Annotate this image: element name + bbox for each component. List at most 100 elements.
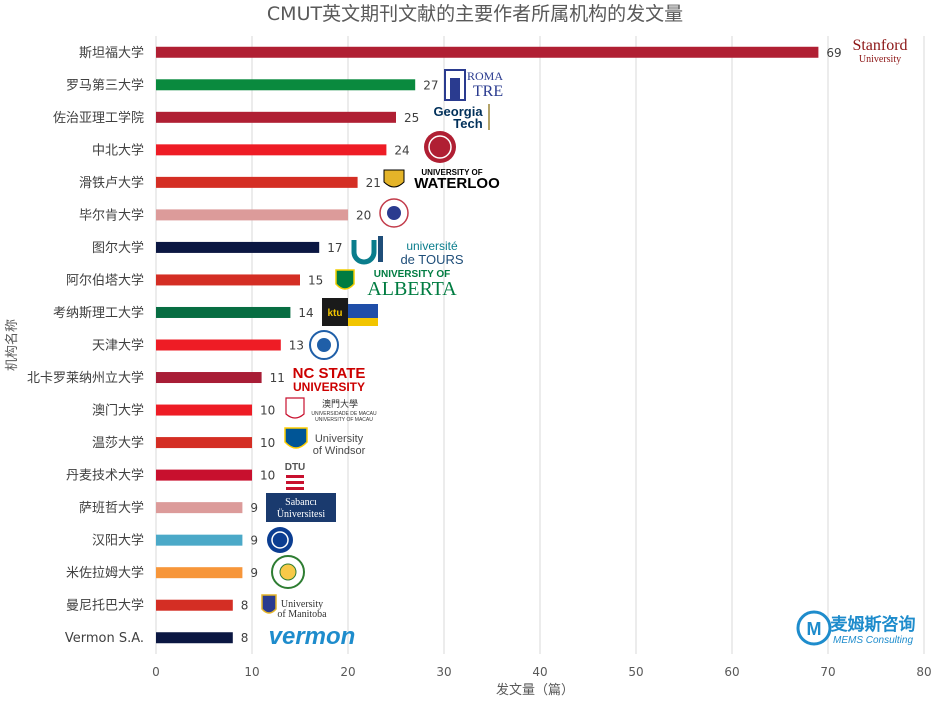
- data-label-2: 25: [404, 111, 419, 125]
- data-label-5: 20: [356, 208, 371, 222]
- bar-10: [156, 372, 262, 384]
- svg-text:Stanford: Stanford: [852, 37, 907, 54]
- mems-consulting-watermark: M 麦姆斯咨询 MEMS Consulting: [796, 610, 916, 646]
- bar-0: [156, 46, 819, 58]
- svg-text:澳門大學: 澳門大學: [322, 398, 358, 410]
- vermon-logo: vermon: [269, 623, 356, 650]
- alberta-logo: UNIVERSITY OF ALBERTA: [335, 269, 457, 300]
- x-tick-label-40: 40: [532, 665, 547, 679]
- bar-5: [156, 209, 348, 221]
- category-label-11: 澳门大学: [92, 403, 144, 419]
- bar-11: [156, 404, 252, 416]
- svg-text:Sabancı: Sabancı: [285, 497, 317, 508]
- x-axis-label: 发文量（篇）: [496, 682, 574, 698]
- bar-1: [156, 79, 416, 91]
- svg-text:UNIVERSITY OF: UNIVERSITY OF: [421, 168, 482, 177]
- hanyang-logo: [267, 527, 293, 553]
- data-label-6: 17: [327, 241, 342, 255]
- nuc-logo: [424, 131, 456, 163]
- waterloo-logo: UNIVERSITY OF WATERLOO: [383, 168, 500, 192]
- data-label-9: 13: [289, 339, 304, 353]
- svg-text:ALBERTA: ALBERTA: [367, 278, 457, 300]
- data-label-8: 14: [298, 306, 313, 320]
- x-tick-label-0: 0: [152, 665, 160, 679]
- windsor-logo: University of Windsor: [284, 427, 366, 457]
- category-label-15: 汉阳大学: [92, 533, 144, 549]
- category-label-14: 萨班哲大学: [79, 500, 144, 516]
- x-tick-label-20: 20: [340, 665, 355, 679]
- svg-text:Georgia: Georgia: [433, 104, 483, 119]
- svg-text:université: université: [406, 239, 458, 253]
- tours-logo: université de TOURS: [351, 236, 464, 267]
- sabanci-logo: Sabancı Üniversitesi: [266, 493, 336, 522]
- data-label-18: 8: [241, 631, 249, 645]
- data-label-10: 11: [270, 371, 285, 385]
- data-label-14: 9: [250, 501, 258, 515]
- category-label-1: 罗马第三大学: [66, 77, 144, 93]
- georgia-tech-logo: Georgia Tech: [433, 104, 490, 131]
- data-label-13: 10: [260, 469, 275, 483]
- data-label-17: 8: [241, 599, 249, 613]
- data-label-15: 9: [250, 534, 258, 548]
- svg-text:University: University: [859, 54, 901, 65]
- svg-text:UNIVERSITY OF: UNIVERSITY OF: [374, 269, 451, 280]
- category-label-6: 图尔大学: [92, 240, 144, 256]
- data-label-1: 27: [423, 78, 438, 92]
- data-label-12: 10: [260, 436, 275, 450]
- bilkent-logo: [379, 198, 409, 228]
- data-label-3: 24: [394, 143, 409, 157]
- category-label-3: 中北大学: [92, 142, 144, 158]
- category-labels: 斯坦福大学罗马第三大学佐治亚理工学院中北大学滑铁卢大学毕尔肯大学图尔大学阿尔伯塔…: [27, 45, 144, 646]
- bar-7: [156, 274, 300, 286]
- roma-tre-logo: ROMA TRE: [444, 69, 503, 101]
- bar-12: [156, 437, 252, 449]
- bar-18: [156, 632, 233, 644]
- data-labels: 69 27 25 24 21 20 17 15 14 13 11 10 10 10 9 9 9 8 8: [241, 46, 842, 645]
- svg-text:University: University: [281, 599, 323, 610]
- data-label-7: 15: [308, 273, 323, 287]
- x-tick-label-30: 30: [436, 665, 451, 679]
- x-tick-label-70: 70: [820, 665, 835, 679]
- svg-text:ROMA: ROMA: [467, 69, 503, 83]
- bar-9: [156, 339, 281, 351]
- category-label-5: 毕尔肯大学: [79, 207, 144, 223]
- bar-16: [156, 567, 243, 579]
- ncstate-logo: NC STATE UNIVERSITY: [293, 365, 366, 394]
- category-label-13: 丹麦技术大学: [66, 468, 144, 484]
- bar-2: [156, 111, 396, 123]
- category-label-18: Vermon S.A.: [65, 631, 144, 646]
- data-label-0: 69: [826, 46, 841, 60]
- x-tick-label-50: 50: [628, 665, 643, 679]
- bar-4: [156, 176, 358, 188]
- category-label-10: 北卡罗莱纳州立大学: [27, 370, 144, 386]
- svg-text:麦姆斯咨询: 麦姆斯咨询: [831, 614, 916, 635]
- category-label-0: 斯坦福大学: [79, 45, 144, 61]
- svg-text:M: M: [807, 619, 822, 639]
- svg-text:WATERLOO: WATERLOO: [414, 175, 500, 192]
- y-axis-label: 机构名称: [4, 319, 20, 371]
- data-label-16: 9: [250, 566, 258, 580]
- svg-text:UNIVERSITY: UNIVERSITY: [293, 380, 365, 394]
- x-tick-label-10: 10: [244, 665, 259, 679]
- bar-8: [156, 306, 291, 318]
- data-label-11: 10: [260, 404, 275, 418]
- svg-text:ktu: ktu: [328, 308, 343, 319]
- x-tick-labels: 0 10 20 30 40 50 60 70 80: [152, 665, 931, 679]
- svg-text:Üniversitesi: Üniversitesi: [277, 508, 326, 520]
- svg-text:University: University: [315, 433, 364, 445]
- bar-13: [156, 469, 252, 481]
- svg-text:MEMS Consulting: MEMS Consulting: [833, 635, 913, 646]
- svg-text:TRE: TRE: [473, 83, 503, 100]
- bar-15: [156, 534, 243, 546]
- svg-text:of Windsor: of Windsor: [313, 445, 366, 457]
- category-label-4: 滑铁卢大学: [79, 175, 144, 191]
- svg-text:vermon: vermon: [269, 623, 356, 650]
- ktu-logo: ktu: [322, 298, 378, 326]
- category-label-12: 温莎大学: [92, 435, 144, 451]
- category-label-16: 米佐拉姆大学: [66, 565, 144, 581]
- category-label-17: 曼尼托巴大学: [66, 598, 144, 614]
- bar-6: [156, 241, 320, 253]
- svg-text:DTU: DTU: [285, 462, 306, 473]
- svg-text:NC STATE: NC STATE: [293, 365, 366, 382]
